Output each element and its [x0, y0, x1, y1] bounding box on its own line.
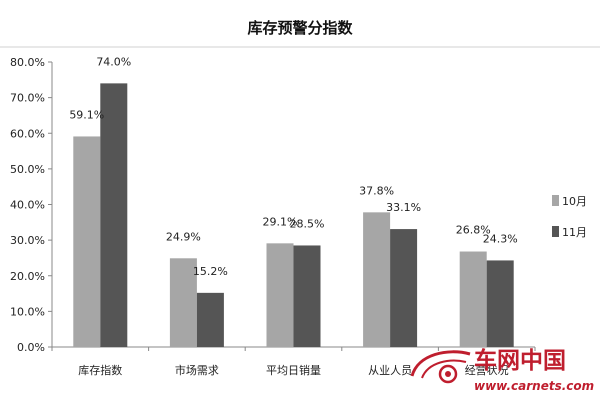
y-tick-label: 60.0% [10, 127, 45, 140]
bar-oct [363, 212, 391, 347]
y-tick-label: 0.0% [17, 341, 45, 354]
y-tick-label: 70.0% [10, 92, 45, 105]
bar-nov [100, 83, 128, 347]
data-label: 24.3% [483, 232, 518, 245]
data-label: 37.8% [359, 184, 394, 197]
data-label: 59.1% [69, 108, 104, 121]
axes: 0.0% 10.0% 20.0% 30.0% 40.0% 50.0% 60.0% 70.0% 8… [10, 56, 536, 377]
bar-oct [266, 243, 294, 347]
bar-oct [459, 251, 487, 347]
bar-nov [293, 245, 321, 347]
watermark: 车网中国 www.carnets.com [410, 347, 594, 393]
bar-nov [390, 229, 418, 347]
legend-swatch [552, 195, 559, 206]
data-label: 15.2% [193, 265, 228, 278]
x-category-label: 市场需求 [175, 363, 219, 377]
y-tick-label: 50.0% [10, 163, 45, 176]
x-category-label: 平均日销量 [266, 363, 321, 377]
data-label: 74.0% [96, 55, 131, 68]
data-label: 28.5% [290, 217, 325, 230]
data-label: 26.8% [456, 224, 491, 237]
watermark-url: www.carnets.com [474, 379, 594, 393]
legend: 10月 11月 [552, 195, 587, 239]
legend-swatch [552, 226, 559, 237]
x-category-label: 库存指数 [78, 363, 122, 377]
bar-nov [486, 260, 514, 347]
watermark-logo [410, 350, 471, 384]
watermark-brand: 车网中国 [474, 347, 566, 374]
bars [73, 83, 514, 347]
data-label: 24.9% [166, 230, 201, 243]
data-label: 29.1% [263, 215, 298, 228]
x-category-label: 经营状况 [465, 363, 509, 377]
y-tick-label: 10.0% [10, 305, 45, 318]
bar-nov [196, 292, 224, 347]
bar-oct [73, 136, 101, 347]
x-category-label: 从业人员 [368, 364, 412, 377]
value-labels: 59.1% 24.9% 29.1% 37.8% 26.8% 74.0% 15.2% 28.5%… [69, 55, 517, 277]
y-tick-label: 40.0% [10, 199, 45, 212]
y-tick-label: 80.0% [10, 56, 45, 69]
y-tick-label: 20.0% [10, 270, 45, 283]
data-label: 33.1% [386, 201, 421, 214]
legend-label: 10月 [562, 195, 587, 208]
bar-oct [169, 258, 197, 347]
y-tick-label: 30.0% [10, 234, 45, 247]
legend-label: 11月 [562, 226, 587, 239]
chart-title: 库存预警分指数 [247, 19, 353, 37]
